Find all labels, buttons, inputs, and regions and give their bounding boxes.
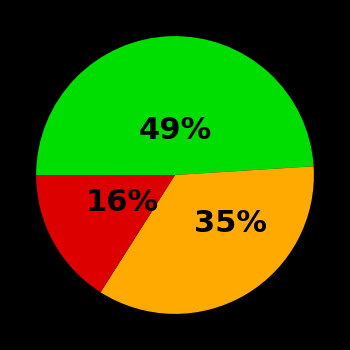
Wedge shape <box>36 175 175 292</box>
Text: 16%: 16% <box>86 188 159 217</box>
Text: 49%: 49% <box>138 116 212 145</box>
Text: 35%: 35% <box>194 209 267 238</box>
Wedge shape <box>100 166 314 314</box>
Wedge shape <box>36 36 314 175</box>
